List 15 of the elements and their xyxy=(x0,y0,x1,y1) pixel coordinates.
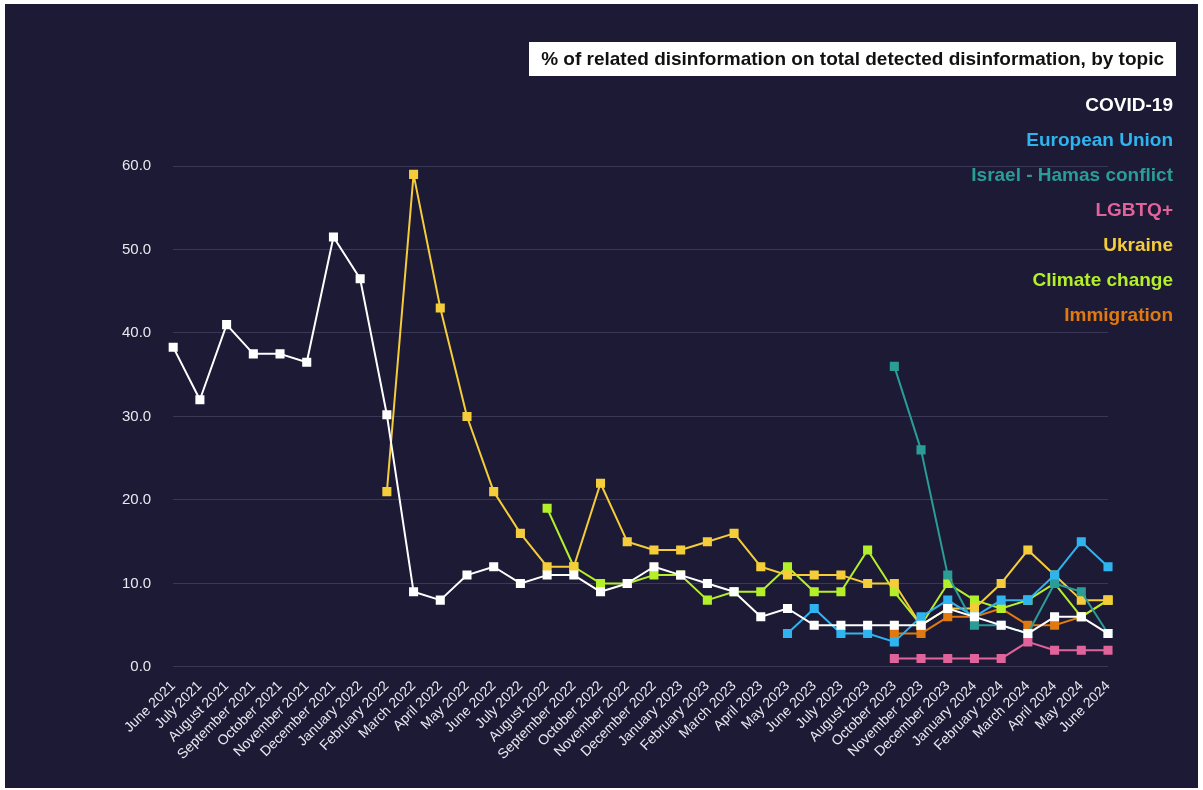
text: European Union xyxy=(1025,128,1173,152)
y-tick-label: 20.0 xyxy=(121,490,152,508)
text: Ukraine xyxy=(1102,233,1173,257)
y-tick-label: 10.0 xyxy=(121,573,152,591)
y-tick-label: 30.0 xyxy=(121,406,152,424)
text: COVID-19 xyxy=(1084,93,1173,117)
text: Israel - Hamas conflict xyxy=(971,163,1173,187)
chart-title: % of related disinformation on total detected disinformation, by topic xyxy=(529,42,1176,76)
y-tick-label: 40.0 xyxy=(121,323,152,341)
y-tick-label: 50.0 xyxy=(121,239,152,257)
y-tick-label: 60.0 xyxy=(121,156,152,174)
text: LGBTQ+ xyxy=(1094,198,1173,222)
y-tick-label: 0.0 xyxy=(130,657,152,675)
text: Climate change xyxy=(1031,268,1173,292)
text: Immigration xyxy=(1063,303,1173,327)
